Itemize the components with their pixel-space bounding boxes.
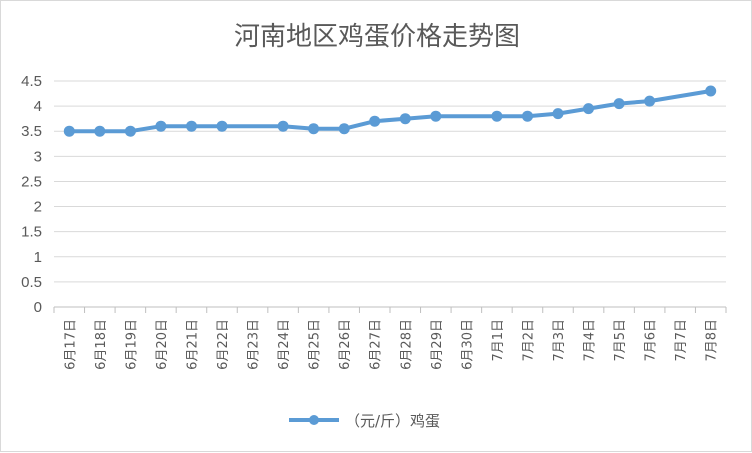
x-tick-label: 6月26日 [338, 319, 353, 370]
x-tick-label: 7月3日 [552, 319, 567, 362]
y-tick-label: 1 [34, 249, 42, 266]
legend: （元/斤）鸡蛋 [289, 412, 440, 430]
x-tick-label: 7月1日 [491, 319, 506, 362]
y-tick-labels: 0 0.5 1 1.5 2 2.5 3 3.5 4 4.5 [21, 73, 42, 316]
x-tick-label: 7月2日 [521, 319, 536, 362]
data-point [613, 98, 625, 110]
x-tick-label: 7月4日 [583, 319, 598, 362]
x-tick-label: 6月18日 [94, 319, 109, 370]
gridlines [54, 80, 726, 283]
y-tick-label: 3.5 [21, 123, 42, 140]
data-point [63, 125, 75, 137]
x-tick-label: 7月7日 [674, 319, 689, 362]
x-tick-label: 6月24日 [277, 319, 292, 370]
data-point [124, 125, 136, 137]
x-tick-label: 6月28日 [399, 319, 414, 370]
y-tick-label: 2.5 [21, 173, 42, 190]
data-point [94, 125, 106, 137]
x-tick-label: 6月30日 [460, 319, 475, 370]
y-tick-label: 3 [34, 148, 42, 165]
data-point [369, 115, 381, 127]
x-tick-label: 6月25日 [308, 319, 323, 370]
data-point [155, 120, 167, 132]
legend-marker-swatch [309, 415, 319, 425]
data-point [277, 120, 289, 132]
x-tick-label: 7月6日 [644, 319, 659, 362]
x-tick-label: 6月19日 [124, 319, 139, 370]
y-tick-label: 2 [34, 199, 42, 216]
data-point [186, 120, 197, 132]
x-tick-label: 6月23日 [247, 319, 262, 370]
data-point [338, 123, 350, 135]
axes [53, 306, 727, 313]
data-point [491, 110, 503, 122]
x-tick-label: 6月29日 [430, 319, 445, 370]
legend-label: （元/斤）鸡蛋 [345, 412, 440, 430]
x-tick-label: 6月27日 [369, 319, 384, 370]
x-tick-label: 7月8日 [705, 319, 720, 362]
x-tick-label: 6月20日 [155, 319, 170, 370]
x-tick-label: 7月5日 [613, 319, 628, 362]
data-point [644, 95, 656, 107]
y-tick-label: 0 [34, 299, 42, 316]
data-point [705, 85, 717, 97]
chart-title: 河南地区鸡蛋价格走势图 [234, 22, 520, 52]
data-point [583, 103, 594, 115]
data-point [430, 110, 442, 122]
data-point [399, 113, 411, 125]
data-point [308, 123, 320, 135]
x-tick-label: 6月22日 [216, 319, 231, 370]
x-tick-labels: 6月17日 6月18日 6月19日 6月20日 6月21日 6月22日 6月23日 6月24日… [63, 319, 719, 370]
y-tick-label: 0.5 [21, 274, 42, 291]
x-tick-label: 6月21日 [185, 319, 200, 370]
y-tick-label: 1.5 [21, 224, 42, 241]
y-tick-label: 4.5 [21, 73, 42, 90]
data-point [552, 108, 564, 120]
x-tick-label: 6月17日 [63, 319, 78, 370]
data-point [216, 120, 228, 132]
data-point [522, 110, 533, 122]
y-tick-label: 4 [34, 98, 42, 115]
series-layer [63, 85, 717, 137]
